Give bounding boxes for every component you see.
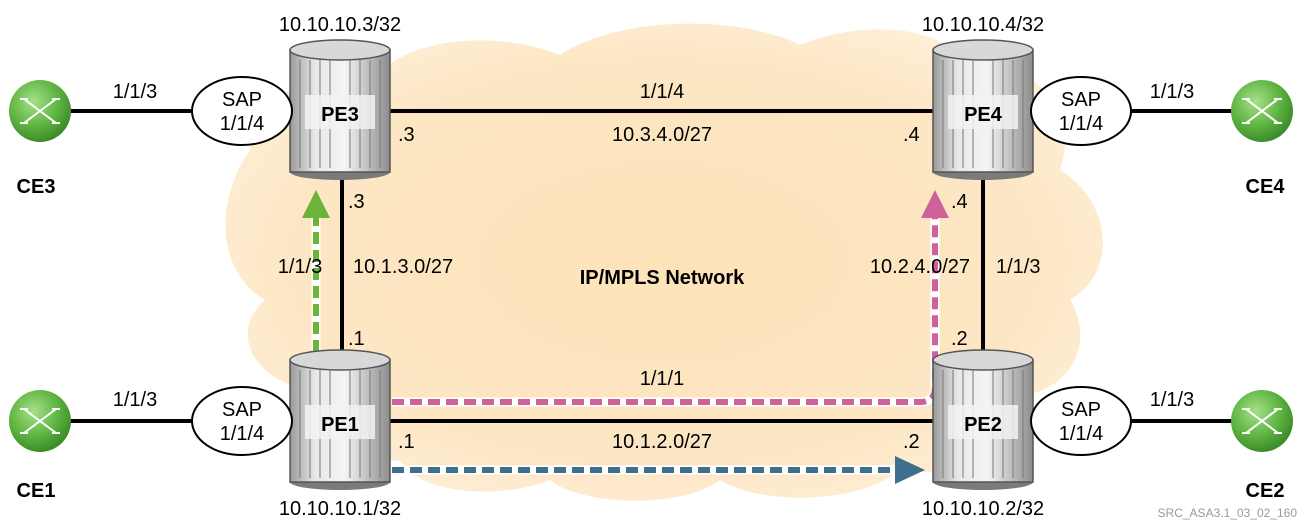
sap-pe2-line1: SAP [1061,399,1101,421]
sap-pe4-line2: 1/1/4 [1059,113,1103,135]
link-pe2-pe4-pe2-addr: .2 [951,328,968,350]
ce3-port: 1/1/3 [113,81,157,103]
ce4-name: CE4 [1246,176,1286,198]
blue-arrow [392,456,925,484]
ce4-switch-icon[interactable] [1231,80,1293,142]
ce1-name: CE1 [17,480,56,502]
sap-pe3-line1: SAP [222,89,262,111]
link-pe1-pe2-subnet: 10.1.2.0/27 [612,431,712,453]
link-pe2-pe4-subnet: 10.2.4.0/27 [870,256,970,278]
links [70,109,1240,423]
router-pe3[interactable]: PE3 [289,39,391,180]
ce2-switch-icon[interactable] [1231,390,1293,452]
link-pe1-pe3-pe3-addr: .3 [348,191,365,213]
link-pe1-pe3-pe1-addr: .1 [348,328,365,350]
router-pe4-name: PE4 [964,104,1003,126]
ce2-port: 1/1/3 [1150,389,1194,411]
ce2-name: CE2 [1246,480,1285,502]
sap-pe3-line2: 1/1/4 [220,113,264,135]
sap-pe1[interactable]: SAP 1/1/4 [191,386,293,456]
ce1-port: 1/1/3 [113,389,157,411]
link-pe1-pe2-pe1-addr: .1 [398,431,415,453]
sap-pe4-line1: SAP [1061,89,1101,111]
sap-pe2-line2: 1/1/4 [1059,423,1103,445]
ce3-switch-icon[interactable] [9,80,71,142]
ce3-name: CE3 [17,176,56,198]
link-pe3-pe4-port: 1/1/4 [640,81,684,103]
sap-pe1-line1: SAP [222,399,262,421]
router-pe4[interactable]: PE4 [932,39,1034,180]
link-pe1-pe2-pe2-addr: .2 [903,431,920,453]
router-pe2-name: PE2 [964,414,1002,436]
link-pe1-pe2-port: 1/1/1 [640,368,684,390]
router-pe3-name: PE3 [321,104,359,126]
sap-pe2[interactable]: SAP 1/1/4 [1030,386,1132,456]
pe1-system-ip: 10.10.10.1/32 [279,498,401,520]
ce1-switch-icon[interactable] [9,390,71,452]
pe4-system-ip: 10.10.10.4/32 [922,14,1044,36]
link-pe3-pe4-subnet: 10.3.4.0/27 [612,124,712,146]
figure-id-watermark: SRC_ASA3.1_03_02_160 [1158,506,1298,520]
router-pe1[interactable]: PE1 [289,349,391,490]
link-pe3-pe4-pe4-addr: .4 [903,124,920,146]
sap-pe1-line2: 1/1/4 [220,423,264,445]
pe2-system-ip: 10.10.10.2/32 [922,498,1044,520]
link-pe2-pe4-pe4-addr: .4 [951,191,968,213]
sap-pe3[interactable]: SAP 1/1/4 [191,76,293,146]
link-pe2-pe4-port: 1/1/3 [996,256,1040,278]
router-pe2[interactable]: PE2 [932,349,1034,490]
link-pe1-pe3-port: 1/1/3 [278,256,322,278]
ce4-port: 1/1/3 [1150,81,1194,103]
link-pe3-pe4-pe3-addr: .3 [398,124,415,146]
network-label: IP/MPLS Network [580,267,745,289]
router-pe1-name: PE1 [321,414,359,436]
sap-pe4[interactable]: SAP 1/1/4 [1030,76,1132,146]
link-pe1-pe3-subnet: 10.1.3.0/27 [353,256,453,278]
green-arrow [302,190,330,352]
ip-mpls-cloud [225,23,1103,501]
pe3-system-ip: 10.10.10.3/32 [279,14,401,36]
